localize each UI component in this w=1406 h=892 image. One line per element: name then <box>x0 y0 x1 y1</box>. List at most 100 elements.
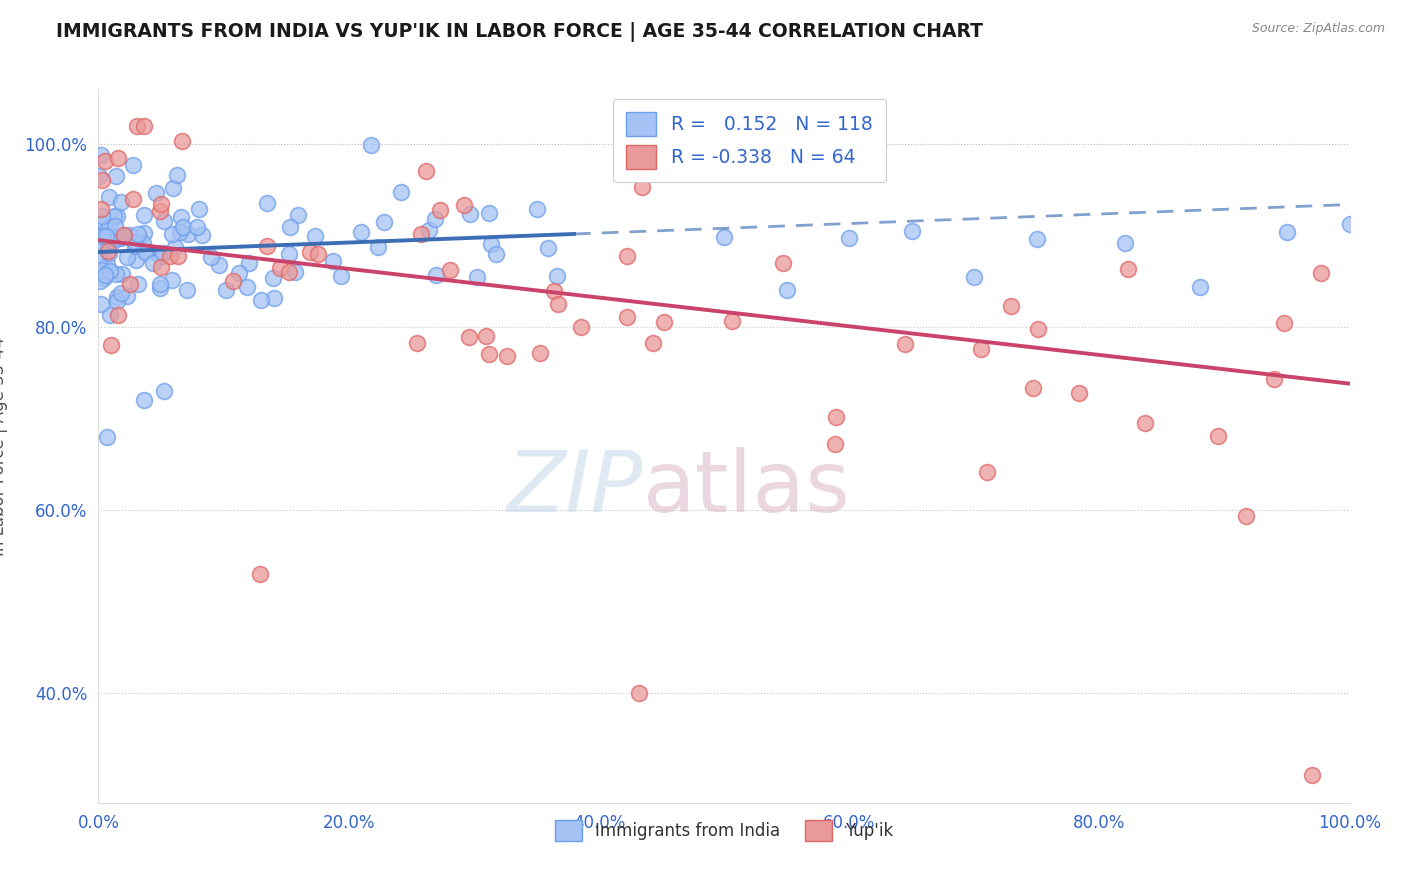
Text: atlas: atlas <box>643 447 851 531</box>
Point <box>107 308 129 322</box>
Point <box>132 235 155 250</box>
Point <box>134 393 156 408</box>
Point <box>105 209 128 223</box>
Point <box>249 293 271 308</box>
Point <box>166 169 188 183</box>
Point <box>110 195 132 210</box>
Point <box>94 154 117 169</box>
Point <box>152 246 174 260</box>
Point <box>112 228 135 243</box>
Point <box>406 336 429 351</box>
Point <box>89 274 111 288</box>
Point <box>425 211 447 226</box>
Point <box>287 208 309 222</box>
Point <box>127 277 149 291</box>
Point <box>124 253 146 268</box>
Point <box>105 289 128 303</box>
Text: Source: ZipAtlas.com: Source: ZipAtlas.com <box>1251 22 1385 36</box>
Point <box>149 281 172 295</box>
Point <box>94 228 117 243</box>
Point <box>256 195 278 210</box>
Point <box>98 228 121 243</box>
Point <box>90 234 112 248</box>
Point <box>150 196 173 211</box>
Point <box>1026 232 1049 246</box>
Point <box>1135 417 1157 431</box>
Point <box>373 215 395 229</box>
Point <box>118 277 141 291</box>
Point <box>439 263 461 277</box>
Point <box>200 250 222 264</box>
Point <box>149 260 172 275</box>
Point <box>170 134 193 148</box>
Point <box>176 283 198 297</box>
Point <box>893 337 915 351</box>
Point <box>485 247 508 261</box>
Point <box>118 228 141 243</box>
Point <box>458 330 481 344</box>
Point <box>277 246 299 260</box>
Point <box>976 465 998 479</box>
Point <box>1263 372 1285 386</box>
Point <box>278 220 301 235</box>
Point <box>307 247 329 261</box>
Point <box>654 315 676 329</box>
Point <box>134 226 156 240</box>
Point <box>465 270 488 285</box>
Point <box>269 261 291 276</box>
Point <box>772 256 794 270</box>
Point <box>215 283 238 297</box>
Point <box>643 336 665 351</box>
Point <box>458 207 481 221</box>
Point <box>134 244 156 259</box>
Point <box>90 147 112 161</box>
Point <box>543 285 565 299</box>
Point <box>1188 279 1211 293</box>
Point <box>322 254 344 268</box>
Point <box>330 269 353 284</box>
Point <box>389 185 412 199</box>
Point <box>631 180 654 194</box>
Point <box>776 283 799 297</box>
Point <box>104 267 127 281</box>
Point <box>207 259 229 273</box>
Point <box>900 224 922 238</box>
Point <box>94 216 117 230</box>
Point <box>970 343 993 357</box>
Point <box>124 238 146 252</box>
Point <box>145 186 167 201</box>
Point <box>298 244 321 259</box>
Point <box>478 347 501 361</box>
Text: IMMIGRANTS FROM INDIA VS YUP'IK IN LABOR FORCE | AGE 35-44 CORRELATION CHART: IMMIGRANTS FROM INDIA VS YUP'IK IN LABOR… <box>56 22 983 42</box>
Point <box>721 313 744 327</box>
Point <box>162 181 184 195</box>
Point <box>98 308 121 322</box>
Point <box>188 202 211 217</box>
Text: ZIP: ZIP <box>506 447 643 531</box>
Point <box>170 211 193 225</box>
Point <box>191 227 214 242</box>
Point <box>496 349 519 363</box>
Point <box>228 266 250 280</box>
Point <box>537 241 560 255</box>
Point <box>103 209 125 223</box>
Point <box>97 220 120 235</box>
Point <box>112 228 135 243</box>
Point <box>142 256 165 270</box>
Point <box>159 249 181 263</box>
Point <box>627 686 650 700</box>
Point <box>97 237 120 252</box>
Point <box>824 410 846 425</box>
Point <box>249 567 271 582</box>
Point <box>104 219 127 233</box>
Point <box>149 204 172 219</box>
Point <box>91 229 114 244</box>
Point <box>409 227 432 241</box>
Point <box>107 151 129 165</box>
Point <box>1277 225 1299 239</box>
Point <box>93 268 115 282</box>
Point <box>222 275 245 289</box>
Point <box>172 220 194 235</box>
Point <box>107 231 129 245</box>
Point <box>546 268 568 283</box>
